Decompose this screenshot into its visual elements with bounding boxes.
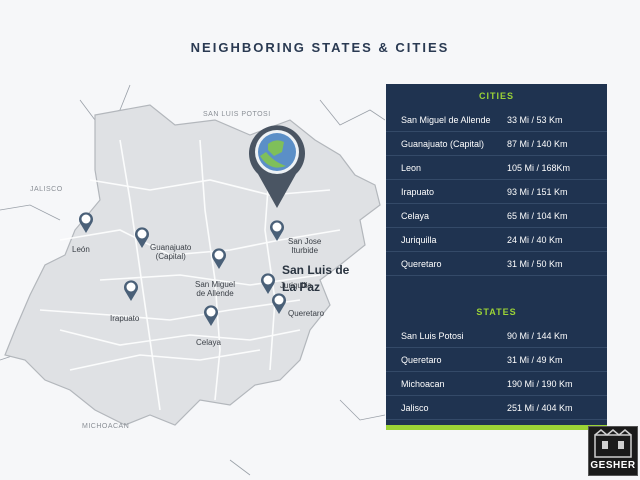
state-name: Jalisco (401, 402, 429, 413)
city-row: San Miguel de Allende 33 Mi / 53 Km (386, 108, 607, 132)
city-row: Celaya 65 Mi / 104 Km (386, 204, 607, 228)
city-pin-icon[interactable] (271, 293, 287, 315)
state-name: Michoacan (401, 378, 445, 389)
city-distance: 93 Mi / 151 Km (507, 186, 568, 197)
highlight-location-pin-icon[interactable] (246, 122, 308, 210)
state-distance: 251 Mi / 404 Km (507, 402, 573, 413)
city-row: Irapuato 93 Mi / 151 Km (386, 180, 607, 204)
city-distance: 33 Mi / 53 Km (507, 114, 563, 125)
city-distance: 31 Mi / 50 Km (507, 258, 563, 269)
city-pin-icon[interactable] (134, 227, 150, 249)
city-name: Juriquilla (401, 234, 437, 245)
city-distance: 24 Mi / 40 Km (507, 234, 563, 245)
state-distance: 31 Mi / 49 Km (507, 354, 563, 365)
city-pin-icon[interactable] (78, 212, 94, 234)
city-pin-icon[interactable] (260, 273, 276, 295)
city-distance: 105 Mi / 168Km (507, 162, 571, 173)
states-section-title: STATES (476, 307, 517, 317)
region-label-michoacan: MICHOACAN (82, 423, 130, 430)
state-name: San Luis Potosi (401, 330, 464, 341)
city-pin-label: Irapuato (110, 314, 140, 323)
city-row: Queretaro 31 Mi / 50 Km (386, 252, 607, 276)
city-pin-label: Juriquilla (280, 281, 312, 290)
city-name: Guanajuato (Capital) (401, 138, 485, 149)
city-distance: 87 Mi / 140 Km (507, 138, 568, 149)
distance-panel: CITIES San Miguel de Allende 33 Mi / 53 K… (386, 84, 607, 430)
city-row: Leon 105 Mi / 168Km (386, 156, 607, 180)
city-name: Celaya (401, 210, 430, 221)
state-distance: 190 Mi / 190 Km (507, 378, 573, 389)
city-pin-label: León (72, 245, 90, 254)
state-name: Queretaro (401, 354, 442, 365)
city-distance: 65 Mi / 104 Km (507, 210, 568, 221)
cities-section-title: CITIES (478, 91, 514, 101)
page-title: NEIGHBORING STATES & CITIES (190, 40, 450, 55)
highlight-city-label: San Luis de La Paz (282, 262, 349, 296)
state-row: San Luis Potosi 90 Mi / 144 Km (386, 324, 607, 348)
city-row: Guanajuato (Capital) 87 Mi / 140 Km (386, 132, 607, 156)
highlight-city-line2: La Paz (282, 280, 321, 294)
city-name: Queretaro (401, 258, 442, 269)
highlight-city-line1: San Luis de (282, 263, 350, 277)
gesher-logo: GESHER (588, 426, 638, 476)
city-name: Irapuato (401, 186, 435, 197)
city-row: Juriquilla 24 Mi / 40 Km (386, 228, 607, 252)
state-row: Michoacan 190 Mi / 190 Km (386, 372, 607, 396)
city-pin-icon[interactable] (269, 220, 285, 242)
region-label-jalisco: JALISCO (30, 186, 63, 193)
city-pin-label: Queretaro (288, 309, 325, 318)
logo-text: GESHER (590, 460, 636, 471)
city-pin-label: Celaya (196, 338, 221, 347)
city-name: Leon (401, 162, 422, 173)
panel-accent-bar (386, 425, 607, 430)
city-pin-label: San Miguel de Allende (195, 280, 236, 298)
region-map: SAN LUIS POTOSI JALISCO MICHOACAN San Lu… (0, 80, 385, 480)
state-row: Queretaro 31 Mi / 49 Km (386, 348, 607, 372)
city-pin-icon[interactable] (211, 248, 227, 270)
region-label-san-luis-potosi: SAN LUIS POTOSI (203, 111, 271, 118)
city-pin-icon[interactable] (123, 280, 139, 302)
city-pin-label: San Jose Iturbide (288, 237, 322, 255)
city-pin-icon[interactable] (203, 305, 219, 327)
state-row: Jalisco 251 Mi / 404 Km (386, 396, 607, 420)
city-pin-label: Guanajuato (Capital) (150, 243, 192, 261)
building-icon (594, 429, 632, 458)
state-distance: 90 Mi / 144 Km (507, 330, 568, 341)
city-name: San Miguel de Allende (401, 114, 491, 125)
